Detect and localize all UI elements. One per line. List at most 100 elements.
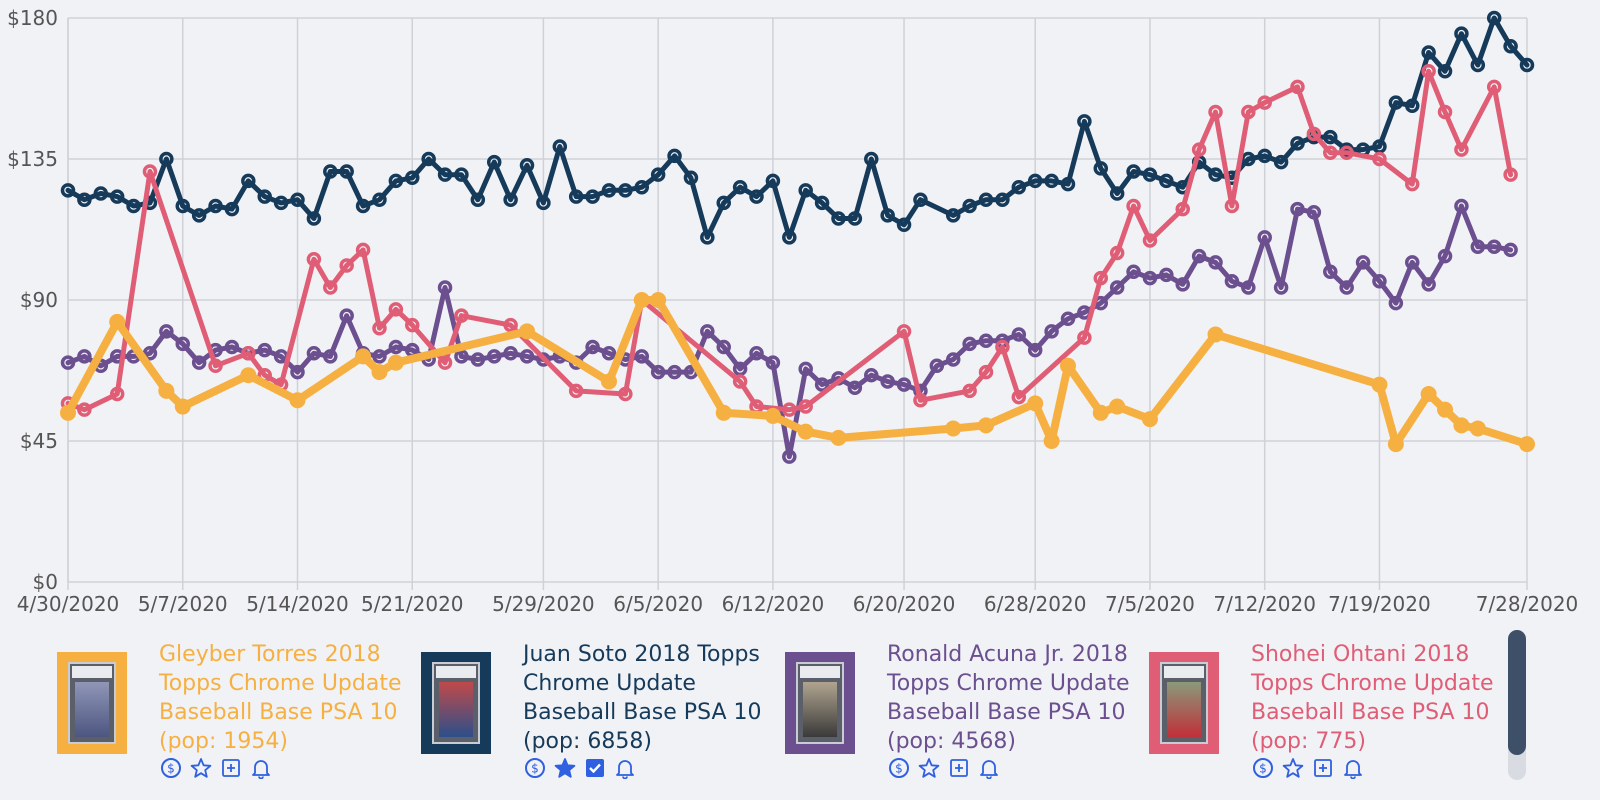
data-point	[1126, 164, 1141, 179]
data-point	[847, 380, 863, 395]
data-point	[1388, 295, 1404, 311]
legend-card-torres[interactable]: Gleyber Torres 2018 Topps Chrome Update …	[57, 642, 417, 800]
data-point	[1355, 255, 1371, 270]
data-point	[1503, 167, 1518, 182]
data-point	[126, 198, 141, 214]
star-icon[interactable]	[189, 756, 213, 780]
data-point	[60, 355, 76, 370]
data-point	[1077, 330, 1092, 345]
legend-card-soto[interactable]: Juan Soto 2018 Topps Chrome Update Baseb…	[421, 642, 781, 800]
data-point	[77, 349, 92, 364]
data-point	[782, 230, 797, 245]
data-point	[1142, 233, 1158, 248]
data-point	[896, 377, 912, 392]
add-box-icon[interactable]	[583, 756, 607, 780]
data-point	[1077, 114, 1092, 129]
data-point	[1159, 267, 1174, 283]
card-title[interactable]: Gleyber Torres 2018 Topps Chrome Update …	[159, 642, 402, 754]
data-point	[1486, 10, 1502, 26]
data-point	[519, 158, 535, 173]
data-point	[486, 154, 502, 170]
data-point	[323, 164, 338, 179]
bell-icon[interactable]	[977, 756, 1001, 780]
data-point	[568, 189, 584, 204]
data-point	[1454, 26, 1469, 41]
star-icon[interactable]	[553, 756, 577, 780]
card-thumbnail[interactable]	[57, 652, 127, 754]
x-tick-label: 7/12/2020	[1213, 592, 1316, 616]
card-title[interactable]: Shohei Ohtani 2018 Topps Chrome Update B…	[1251, 642, 1494, 754]
data-point	[77, 402, 92, 417]
data-point	[1141, 411, 1158, 428]
scrollbar-thumb[interactable]	[1508, 630, 1526, 755]
price-icon[interactable]: $	[159, 756, 183, 780]
legend-scrollbar[interactable]	[1508, 630, 1526, 780]
price-icon[interactable]: $	[887, 756, 911, 780]
data-point	[814, 377, 830, 392]
data-point	[437, 280, 453, 295]
add-box-icon[interactable]	[1311, 756, 1335, 780]
data-point	[388, 173, 404, 189]
data-point	[1421, 277, 1436, 292]
data-point	[1257, 95, 1272, 110]
legend-card-ohtani[interactable]: Shohei Ohtani 2018 Topps Chrome Update B…	[1149, 642, 1509, 800]
data-point	[1109, 186, 1125, 201]
data-point	[1437, 104, 1453, 120]
data-point	[1372, 273, 1387, 289]
add-box-icon[interactable]	[947, 756, 971, 780]
card-title[interactable]: Ronald Acuna Jr. 2018 Topps Chrome Updat…	[887, 642, 1130, 754]
price-icon[interactable]: $	[523, 756, 547, 780]
bell-icon[interactable]	[613, 756, 637, 780]
data-point	[388, 339, 404, 355]
star-icon[interactable]	[917, 756, 941, 780]
data-point	[1060, 311, 1076, 327]
x-tick-label: 6/5/2020	[613, 592, 703, 616]
data-point	[1273, 280, 1289, 295]
x-tick-label: 5/14/2020	[246, 592, 349, 616]
card-thumbnail[interactable]	[1149, 652, 1219, 754]
data-point	[339, 164, 354, 179]
price-icon[interactable]: $	[1251, 756, 1275, 780]
data-point	[339, 258, 354, 273]
data-point	[683, 170, 699, 186]
data-point	[306, 211, 322, 226]
legend-card-acuna[interactable]: Ronald Acuna Jr. 2018 Topps Chrome Updat…	[785, 642, 1145, 800]
data-point	[470, 192, 486, 207]
star-icon[interactable]	[1281, 756, 1305, 780]
data-point	[372, 349, 387, 364]
data-point	[1323, 129, 1338, 145]
data-point	[585, 339, 600, 355]
data-point	[257, 189, 272, 204]
card-thumbnail[interactable]	[421, 652, 491, 754]
data-point	[552, 139, 568, 154]
data-point	[60, 183, 76, 198]
data-point	[1126, 198, 1141, 214]
data-point	[814, 195, 830, 211]
data-point	[290, 364, 305, 380]
card-actions: $	[159, 756, 273, 784]
data-point	[355, 242, 371, 258]
svg-text:$: $	[1259, 762, 1267, 776]
data-point	[289, 392, 306, 409]
data-point	[782, 449, 797, 464]
series-ohtani	[60, 64, 1518, 417]
data-point	[1241, 151, 1256, 167]
data-point	[323, 349, 338, 364]
data-point	[208, 198, 223, 214]
card-thumbnail[interactable]	[785, 652, 855, 754]
bell-icon[interactable]	[1341, 756, 1365, 780]
x-tick-label: 5/29/2020	[492, 592, 595, 616]
card-title[interactable]: Juan Soto 2018 Topps Chrome Update Baseb…	[523, 642, 762, 754]
data-point	[962, 383, 977, 399]
data-point	[1191, 248, 1207, 264]
data-point	[913, 192, 928, 207]
add-box-icon[interactable]	[219, 756, 243, 780]
x-tick-label: 6/20/2020	[853, 592, 956, 616]
series-line-soto	[65, 15, 1530, 240]
data-point	[1437, 401, 1454, 418]
bell-icon[interactable]	[249, 756, 273, 780]
data-point	[191, 355, 207, 370]
data-point	[208, 358, 223, 374]
data-point	[618, 183, 633, 198]
data-point	[1241, 280, 1256, 295]
